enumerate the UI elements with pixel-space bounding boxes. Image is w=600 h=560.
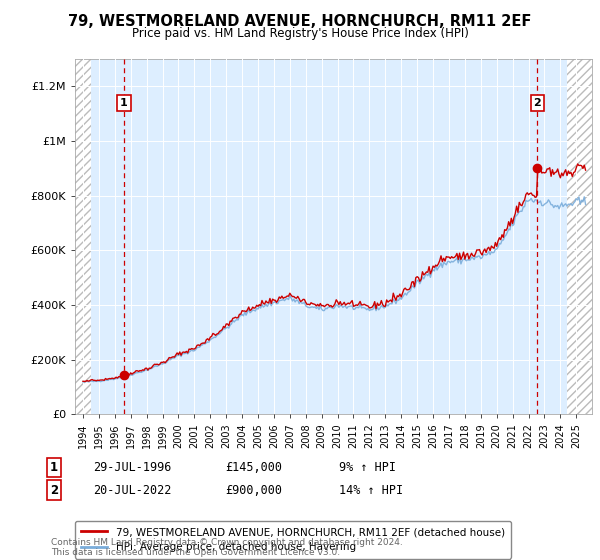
Bar [75, 59, 91, 414]
Text: 14% ↑ HPI: 14% ↑ HPI [339, 483, 403, 497]
Text: Price paid vs. HM Land Registry's House Price Index (HPI): Price paid vs. HM Land Registry's House … [131, 27, 469, 40]
Legend: 79, WESTMORELAND AVENUE, HORNCHURCH, RM11 2EF (detached house), HPI: Average pri: 79, WESTMORELAND AVENUE, HORNCHURCH, RM1… [75, 521, 511, 558]
Text: 20-JUL-2022: 20-JUL-2022 [93, 483, 172, 497]
Text: 2: 2 [50, 483, 58, 497]
Text: 2: 2 [533, 98, 541, 108]
Bar [567, 59, 592, 414]
Text: 29-JUL-1996: 29-JUL-1996 [93, 461, 172, 474]
Bar [75, 59, 91, 414]
Text: £900,000: £900,000 [225, 483, 282, 497]
Text: 1: 1 [120, 98, 128, 108]
Text: Contains HM Land Registry data © Crown copyright and database right 2024.
This d: Contains HM Land Registry data © Crown c… [51, 538, 403, 557]
Bar [567, 59, 592, 414]
Text: £145,000: £145,000 [225, 461, 282, 474]
Text: 9% ↑ HPI: 9% ↑ HPI [339, 461, 396, 474]
Text: 1: 1 [50, 461, 58, 474]
Text: 79, WESTMORELAND AVENUE, HORNCHURCH, RM11 2EF: 79, WESTMORELAND AVENUE, HORNCHURCH, RM1… [68, 14, 532, 29]
